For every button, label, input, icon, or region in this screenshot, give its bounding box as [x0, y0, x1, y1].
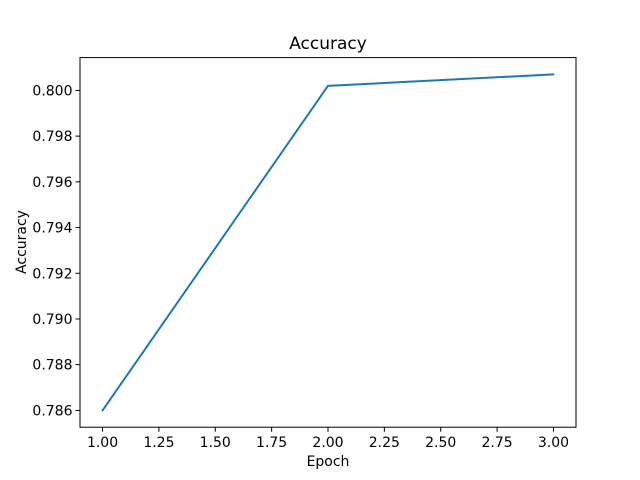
- x-tick-label: 1.75: [256, 435, 287, 451]
- x-tick-label: 2.25: [369, 435, 400, 451]
- x-tick-label: 2.00: [312, 435, 343, 451]
- y-tick-label: 0.790: [32, 312, 72, 328]
- x-tick-label: 3.00: [538, 435, 569, 451]
- plot-area: 1.00 1.25 1.50 1.75 2.00 2.25 2.50 2.75 3.00 0.78…: [32, 57, 577, 451]
- x-tick-label: 2.75: [482, 435, 513, 451]
- y-axis-label: Accuracy: [14, 210, 30, 274]
- x-tick-label: 1.25: [143, 435, 174, 451]
- y-tick-label: 0.798: [32, 129, 72, 145]
- x-tick-label: 1.00: [87, 435, 118, 451]
- y-tick-label: 0.794: [32, 221, 72, 237]
- x-axis-label: Epoch: [307, 454, 350, 470]
- y-tick-label: 0.792: [32, 266, 72, 282]
- y-tick-label: 0.800: [32, 83, 72, 99]
- y-tick-label: 0.788: [32, 358, 72, 374]
- y-tick-label: 0.796: [32, 175, 72, 191]
- y-tick-label: 0.786: [32, 403, 72, 419]
- x-tick-label: 1.50: [200, 435, 231, 451]
- plot-border: [79, 57, 577, 428]
- chart-title: Accuracy: [289, 34, 367, 54]
- x-tick-label: 2.50: [425, 435, 456, 451]
- line-series: [101, 73, 555, 412]
